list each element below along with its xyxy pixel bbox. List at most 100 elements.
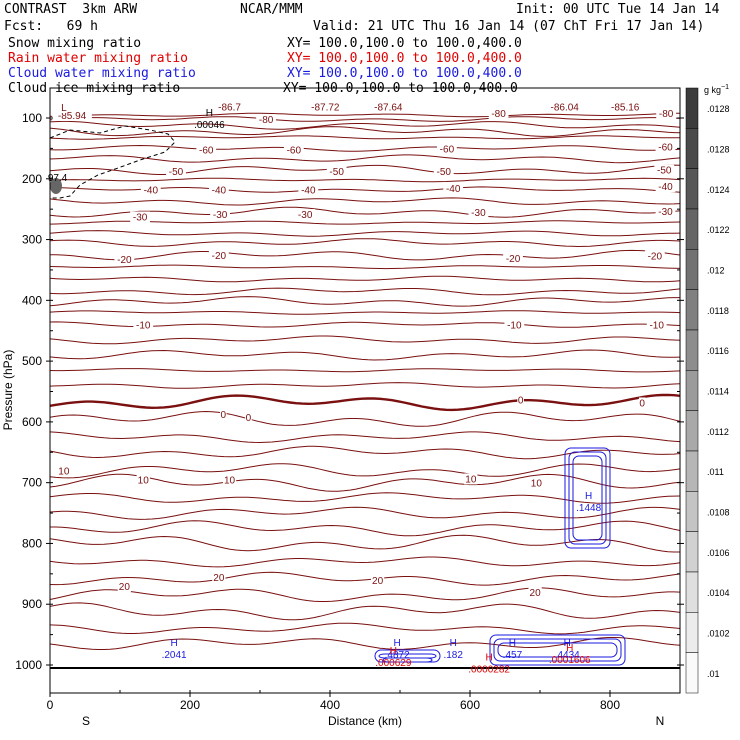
label-bg <box>528 587 542 599</box>
rain-field-xy: XY= 100.0,100.0 to 100.0,400.0 <box>287 51 522 66</box>
forecast-hour: Fcst: 69 h <box>4 19 98 34</box>
temperature-label: -60 <box>199 146 214 157</box>
colorbar-tick-label: .0104 <box>707 588 730 598</box>
temperature-label: -60 <box>287 146 302 157</box>
temperature-label: 10 <box>58 467 70 478</box>
colorbar-tick-label: .0116 <box>707 346 729 356</box>
temperature-isotherm <box>49 368 681 373</box>
snow-field-xy: XY= 100.0,100.0 to 100.0,400.0 <box>287 36 522 51</box>
y-tick-label: 600 <box>22 415 42 429</box>
y-tick-label: 1000 <box>15 658 42 672</box>
colorbar-swatch <box>685 491 699 532</box>
rain-max-value: .000629 <box>375 658 412 669</box>
cloud-water-max-marker: H <box>585 491 592 502</box>
cloud-water-contour <box>493 638 622 662</box>
temperature-label: -80 <box>659 109 674 120</box>
cloud-water-max-marker: H <box>509 638 516 649</box>
temperature-label: -10 <box>507 321 522 332</box>
snow-max-marker: H <box>206 108 213 119</box>
colorbar-swatch <box>685 329 699 371</box>
temperature-label: -10 <box>136 321 151 332</box>
label-bg <box>60 102 68 114</box>
label-bg <box>298 184 319 196</box>
label-bg <box>529 477 543 489</box>
label-bg <box>210 209 230 221</box>
temperature-label: -85.94 <box>58 111 87 122</box>
temperature-isotherm <box>49 492 681 504</box>
temperature-label: -60 <box>440 144 455 155</box>
y-tick-label: 100 <box>22 111 42 125</box>
cloud-water-contour <box>497 642 618 658</box>
colorbar-tick-label: .012 <box>707 266 725 276</box>
temperature-isotherm <box>49 463 681 479</box>
temperature-isotherm <box>49 622 681 635</box>
temperature-label: 20 <box>372 576 384 587</box>
rain-max-marker: H <box>390 646 397 657</box>
cloud-water-contour <box>382 657 433 663</box>
colorbar-tick-label: .0118 <box>707 306 729 316</box>
temperature-label: 10 <box>138 476 150 487</box>
temperature-label: 0 <box>220 410 226 421</box>
cloud-water-contour <box>564 447 611 549</box>
colorbar-swatch <box>685 249 699 290</box>
label-bg <box>57 465 71 477</box>
temperature-isotherm <box>49 571 681 586</box>
label-bg <box>433 165 454 177</box>
label-bg <box>655 141 676 153</box>
x-end-south: S <box>82 714 90 728</box>
x-tick-label: 400 <box>320 698 340 712</box>
cloud-water-max-marker: H <box>394 638 401 649</box>
temperature-label: -50 <box>329 167 344 178</box>
snow-field-label: Snow mixing ratio <box>8 36 142 51</box>
temperature-isotherm <box>50 249 681 261</box>
label-bg <box>222 474 237 486</box>
cloud-water-max-marker: H <box>564 638 571 649</box>
colorbar-unit: g kg−1 <box>704 84 729 95</box>
temperature-label: 0 <box>639 398 645 409</box>
colorbar-swatch <box>685 450 699 492</box>
colorbar-tick-label: .0122 <box>707 225 730 235</box>
y-tick-label: 200 <box>22 172 42 186</box>
colorbar-swatch <box>685 571 699 613</box>
colorbar-swatch <box>685 289 699 331</box>
cloud-water-contour <box>572 455 603 541</box>
temperature-label: -30 <box>471 208 486 219</box>
temperature-label: L <box>61 103 67 114</box>
y-axis-label: Pressure (hPa) <box>1 350 15 431</box>
temperature-label: -80 <box>259 115 274 126</box>
label-bg <box>646 319 667 331</box>
label-bg <box>655 181 676 193</box>
label-bg <box>503 252 523 264</box>
colorbar-tick-label: .0106 <box>707 548 730 558</box>
colorbar-swatch <box>685 370 699 411</box>
x-tick-label: 0 <box>47 698 54 712</box>
snow-max-value: 97.4 <box>48 173 68 184</box>
snow-shade <box>50 178 62 194</box>
temperature-isotherm <box>49 506 681 520</box>
temperature-label: 0 <box>246 413 252 424</box>
label-bg <box>656 108 677 120</box>
temperature-isotherm <box>49 197 681 206</box>
temperature-isotherm <box>49 556 681 568</box>
label-bg <box>655 205 676 217</box>
temperature-label: -85.16 <box>611 102 640 113</box>
temperature-label: -10 <box>649 321 664 332</box>
colorbar-swatch <box>685 531 699 573</box>
label-bg <box>52 109 92 121</box>
temperature-label: 0 <box>518 395 524 406</box>
rain-max-marker: H <box>566 643 573 654</box>
temperature-isotherm <box>50 520 681 537</box>
contour-labels: -85.94L -86.7 -87.72 -87.64 -86.04 -85.16 -80 -… <box>48 101 677 676</box>
rain-field-label: Rain water mixing ratio <box>8 51 189 66</box>
colorbar-swatch <box>685 208 699 250</box>
temperature-isotherm <box>49 164 681 175</box>
snow-max-value: .00046 <box>194 120 225 131</box>
label-bg <box>213 101 247 113</box>
rain-max-value: .0000282 <box>468 665 510 676</box>
temperature-label: 20 <box>530 588 542 599</box>
label-bg <box>654 164 675 176</box>
label-bg <box>368 101 409 113</box>
mixing-ratio-contours <box>49 125 626 666</box>
temperature-label: -40 <box>446 184 461 195</box>
temperature-isotherm <box>49 264 681 270</box>
